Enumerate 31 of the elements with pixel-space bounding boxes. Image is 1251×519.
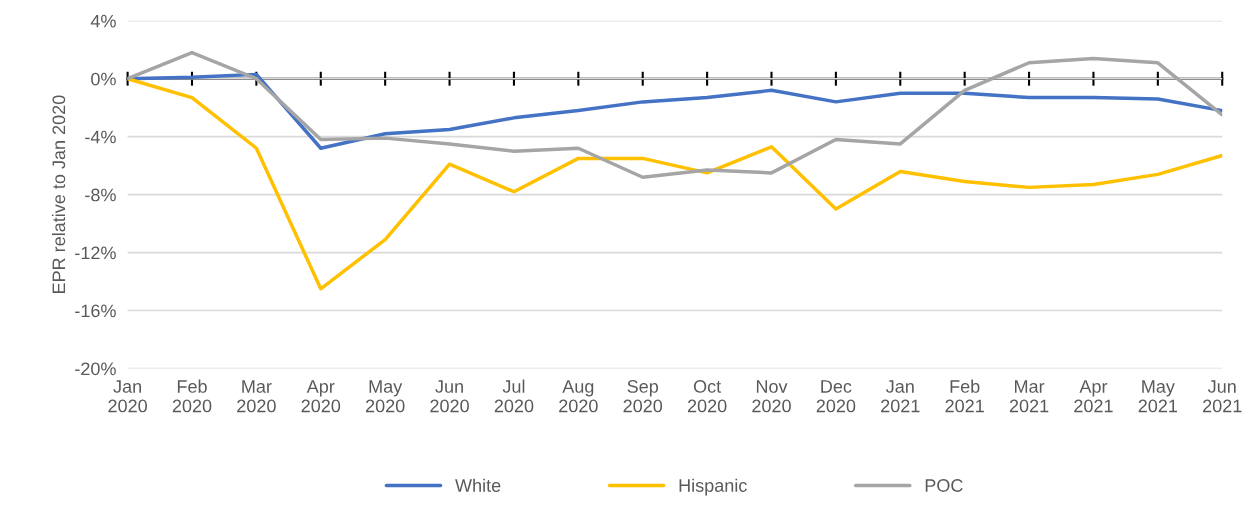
y-tick-label: -12% <box>75 246 116 260</box>
y-tick-label: -16% <box>75 304 116 318</box>
x-tick-label: Jan 2021 <box>881 380 920 413</box>
y-tick-label: 4% <box>90 14 116 28</box>
x-tick-label: Feb 2020 <box>172 379 212 413</box>
x-tick-label: Mar 2021 <box>1009 380 1049 413</box>
line-series <box>127 76 1223 291</box>
x-tick-label: Jul 2020 <box>494 379 534 413</box>
x-tick-label: Apr 2020 <box>301 380 341 413</box>
x-tick-label: Aug 2020 <box>559 380 598 413</box>
x-tick-label: Feb 2021 <box>945 379 984 413</box>
x-tick-label: May 2020 <box>365 380 405 413</box>
y-axis-title: EPR relative to Jan 2020 <box>51 95 66 293</box>
x-tick-label: Apr 2021 <box>1074 380 1113 413</box>
legend-label: Hispanic <box>679 478 747 496</box>
y-tick-label: -4% <box>85 130 116 144</box>
legend-label: White <box>455 478 501 492</box>
x-tick-label: Sep 2020 <box>623 380 663 413</box>
x-tick-label: Jun 2021 <box>1203 380 1242 413</box>
x-tick-label: Nov 2020 <box>752 380 791 413</box>
x-tick-label: May 2021 <box>1138 380 1178 413</box>
y-tick-label: -8% <box>85 188 116 202</box>
y-tick-label: 0% <box>91 72 116 86</box>
x-tick-label: Jun 2020 <box>430 380 469 413</box>
x-tick-label: Mar 2020 <box>237 380 276 413</box>
line-series <box>127 50 1223 179</box>
x-tick-label: Jan 2020 <box>108 380 147 413</box>
legend-label: POC <box>925 479 963 492</box>
y-tick-label: -20% <box>75 362 116 376</box>
x-tick-label: Dec 2020 <box>816 380 856 413</box>
x-tick-label: Oct 2020 <box>687 380 727 413</box>
